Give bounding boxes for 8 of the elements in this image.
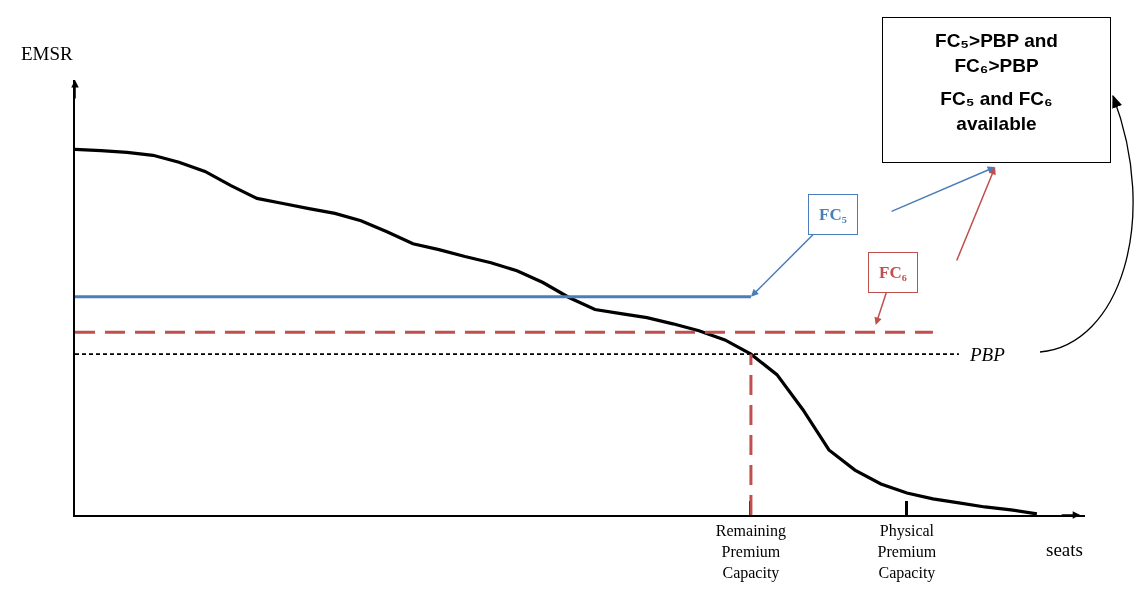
text-box: FC₅>PBP and FC₆>PBP FC₅ and FC₆ available (882, 17, 1111, 163)
text: FC₆ (879, 263, 907, 282)
text: FC₅ (819, 205, 847, 224)
y-axis-title: EMSR (21, 43, 74, 64)
series-label: PBP (969, 344, 1006, 365)
x-tick-label: Physical Premium Capacity (877, 522, 937, 582)
x-axis-title: seats (1046, 539, 1083, 560)
x-tick-label: Remaining Premium Capacity (715, 522, 787, 582)
